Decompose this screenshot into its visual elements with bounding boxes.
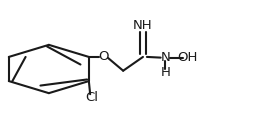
Text: Cl: Cl xyxy=(85,91,98,104)
Text: OH: OH xyxy=(178,51,198,64)
Text: N: N xyxy=(161,51,170,64)
Text: H: H xyxy=(161,66,170,79)
Text: O: O xyxy=(98,50,109,63)
Text: NH: NH xyxy=(133,19,153,32)
